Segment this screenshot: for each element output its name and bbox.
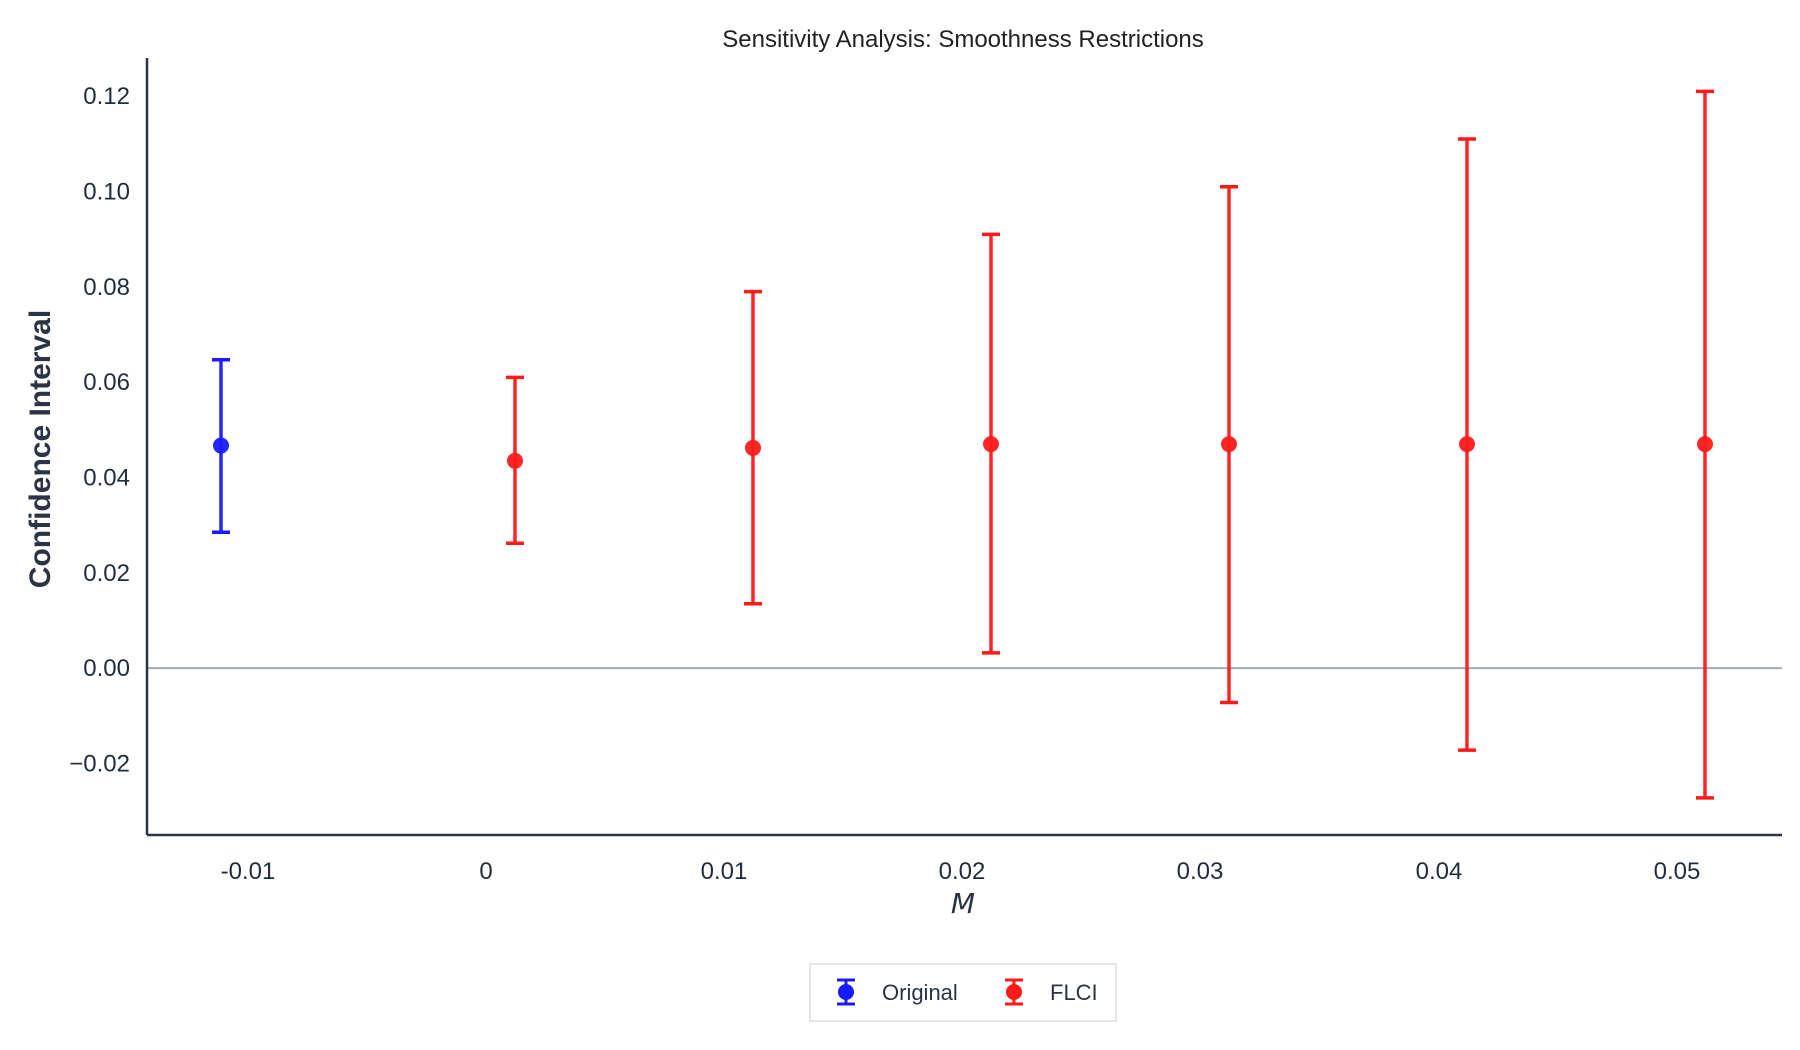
y-tick-label: 0.08 (83, 274, 130, 301)
legend-label: FLCI (1050, 980, 1098, 1005)
y-axis-ticks: −0.02 0.00 0.02 0.04 0.06 0.08 0.10 0.12 (69, 83, 130, 777)
legend-marker-dot (838, 984, 854, 1000)
x-tick-label: 0.01 (701, 858, 748, 885)
y-tick-label: −0.02 (69, 750, 130, 777)
legend-label: Original (882, 980, 958, 1005)
legend-marker-dot (1006, 984, 1022, 1000)
x-tick-label: 0.05 (1654, 858, 1701, 885)
y-tick-label: 0.10 (83, 178, 130, 205)
legend-item-flci: FLCI (1005, 978, 1098, 1006)
x-tick-label: 0.03 (1177, 858, 1224, 885)
y-tick-label: 0.02 (83, 560, 130, 587)
legend-item-original: Original (837, 978, 958, 1006)
y-tick-label: 0.06 (83, 369, 130, 396)
x-tick-label: 0 (479, 858, 492, 885)
x-tick-label: -0.01 (221, 858, 276, 885)
y-tick-label: 0.12 (83, 83, 130, 110)
x-axis-label: M (951, 887, 975, 920)
y-tick-label: 0.00 (83, 655, 130, 682)
y-tick-label: 0.04 (83, 464, 130, 491)
point-estimate (1697, 436, 1713, 453)
point-estimate (213, 437, 229, 454)
x-axis-ticks: -0.01 0 0.01 0.02 0.03 0.04 0.05 (221, 858, 1701, 885)
series-flci (506, 89, 1714, 800)
point-estimate (745, 439, 761, 456)
series-original (212, 357, 230, 535)
point-estimate (1459, 436, 1475, 453)
axes (145, 58, 1782, 837)
y-axis-label: Confidence Interval (24, 310, 57, 588)
x-tick-label: 0.02 (939, 858, 986, 885)
point-estimate (1221, 436, 1237, 453)
legend: Original FLCI (809, 963, 1117, 1022)
series-layer (212, 89, 1714, 800)
point-estimate (983, 436, 999, 453)
legend-box (809, 963, 1117, 1022)
point-estimate (507, 452, 523, 469)
x-tick-label: 0.04 (1416, 858, 1463, 885)
chart-title: Sensitivity Analysis: Smoothness Restric… (722, 26, 1204, 53)
